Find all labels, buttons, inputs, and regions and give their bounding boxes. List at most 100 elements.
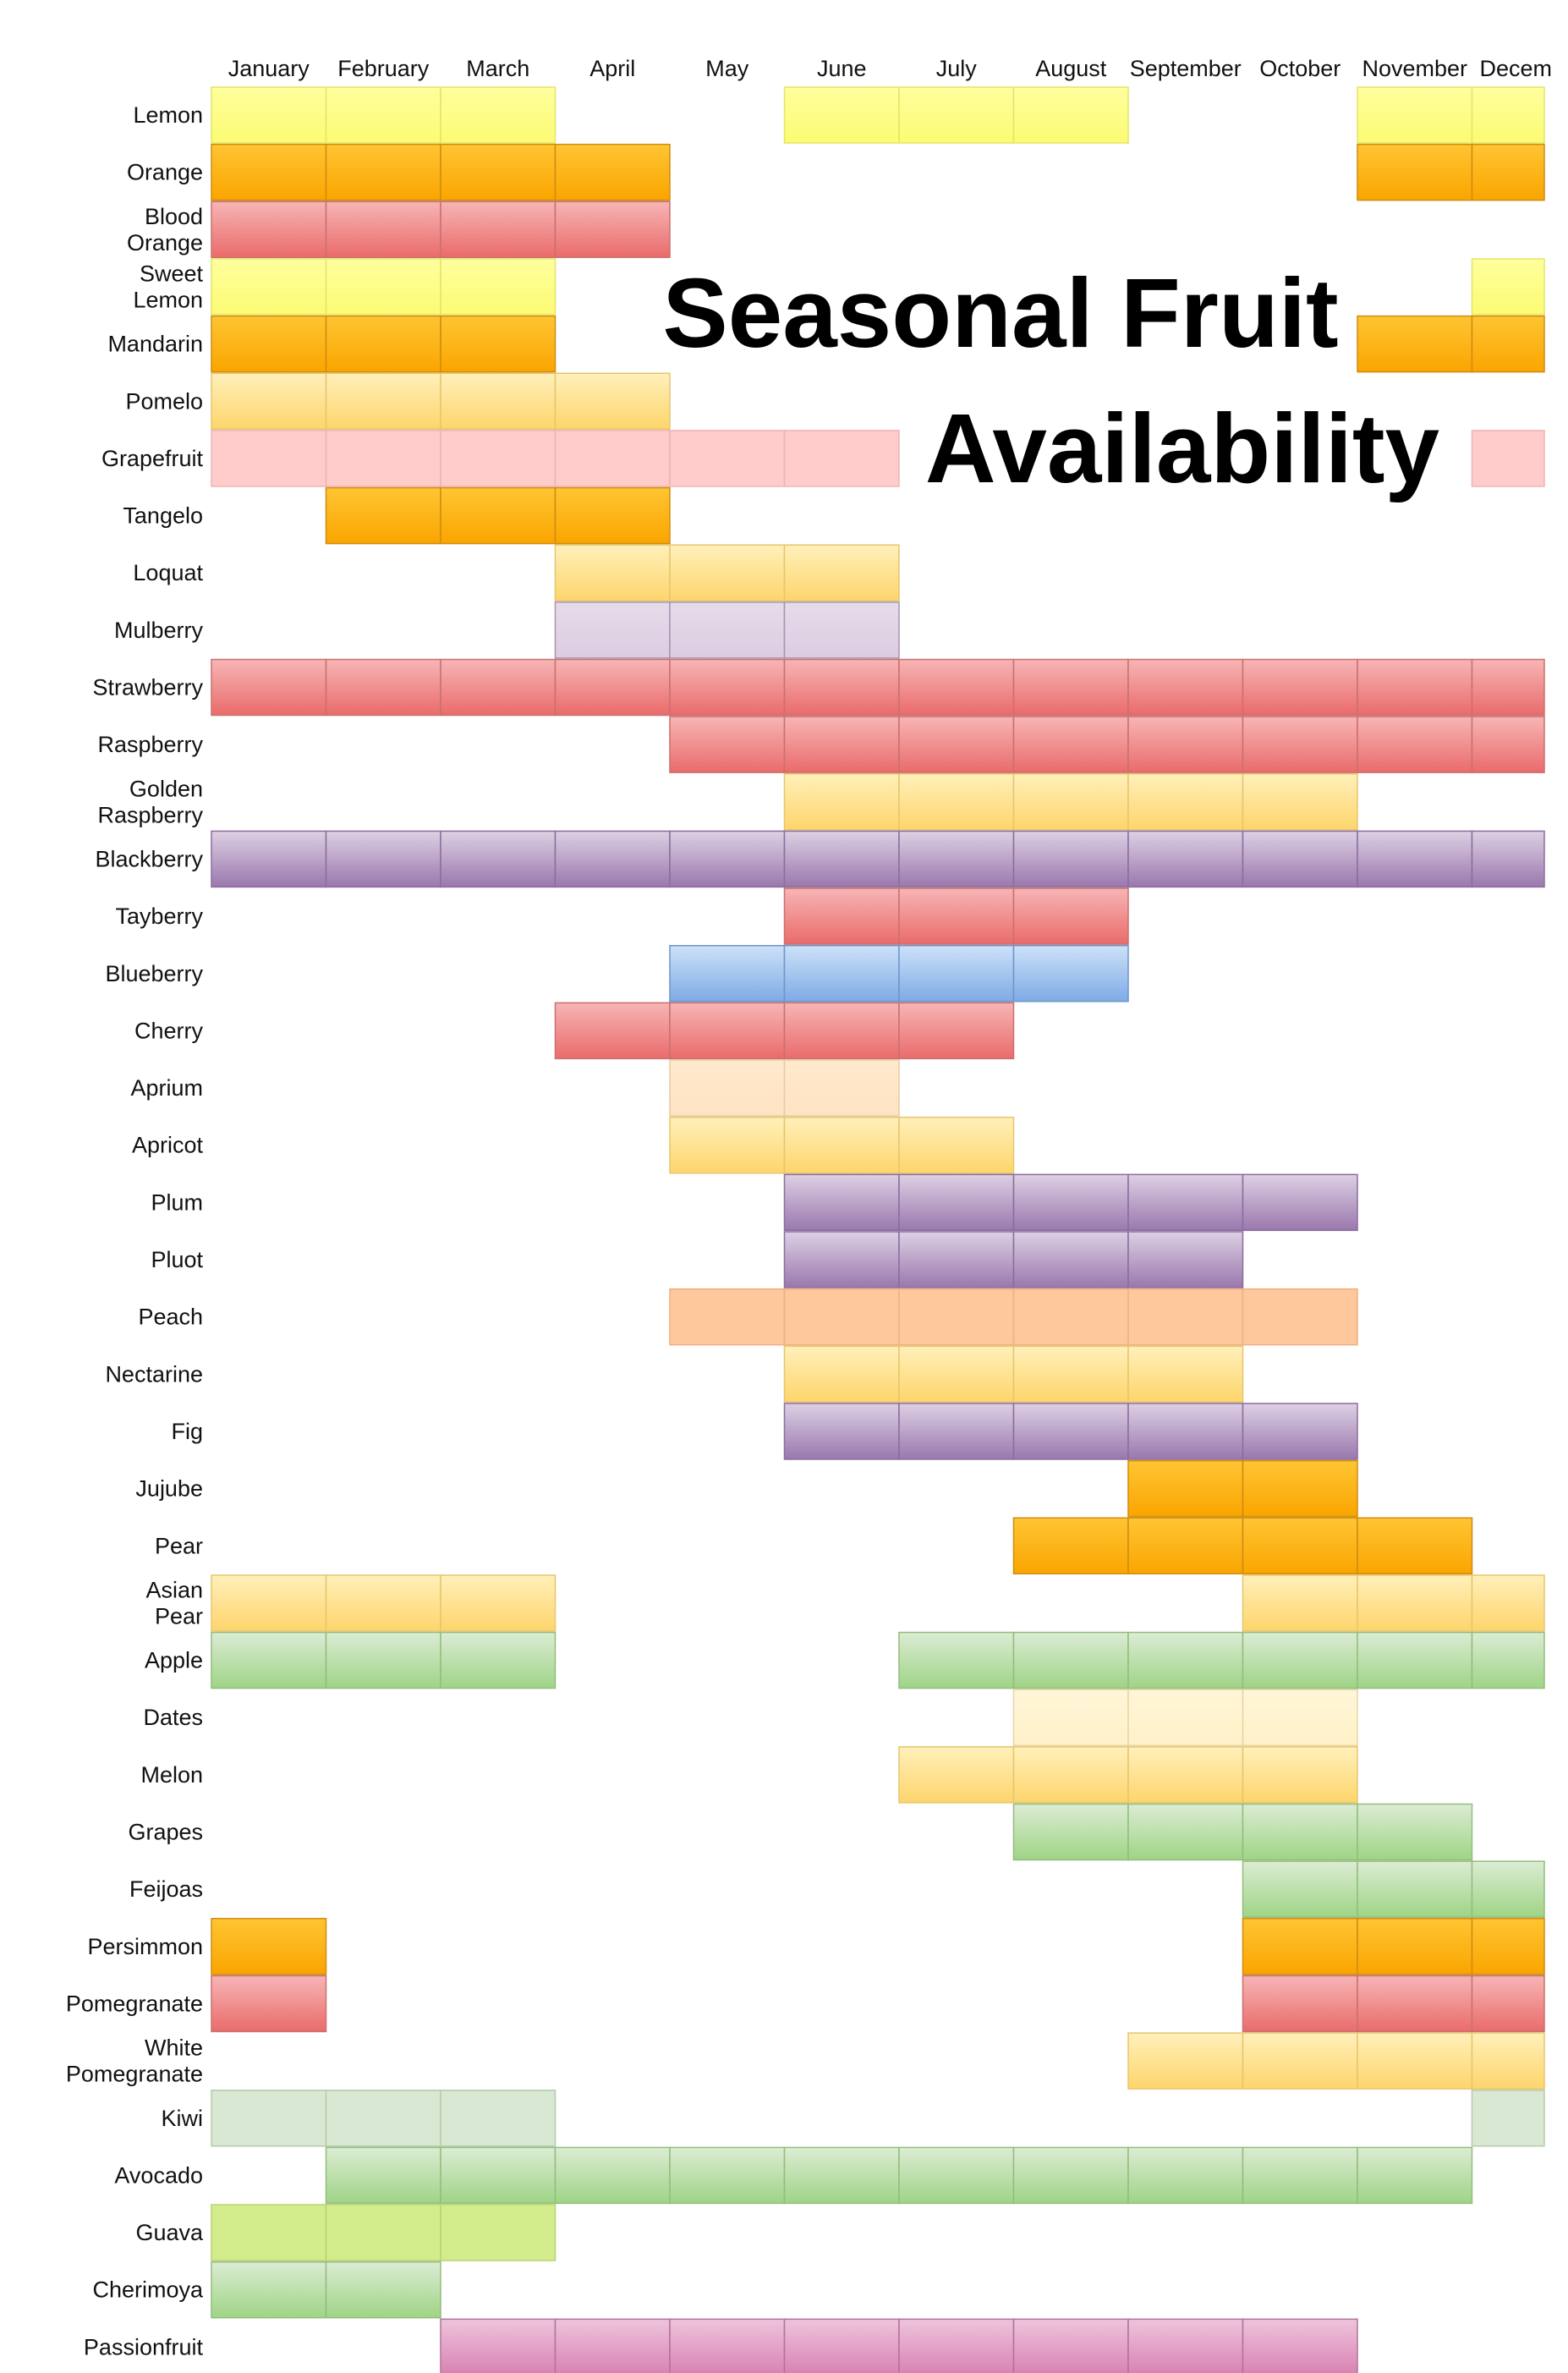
availability-cell xyxy=(1357,1803,1473,1861)
availability-cell xyxy=(783,1116,900,1174)
availability-cell xyxy=(783,1288,900,1346)
availability-cell xyxy=(1012,2318,1129,2373)
availability-cell xyxy=(554,830,671,888)
availability-cell xyxy=(783,773,900,831)
availability-cell xyxy=(1012,1689,1129,1746)
availability-cell xyxy=(211,315,327,373)
availability-cell xyxy=(440,315,556,373)
availability-cell xyxy=(898,1002,1015,1060)
availability-cell xyxy=(1127,1746,1244,1804)
availability-cell xyxy=(1127,773,1244,831)
availability-cell xyxy=(1242,1574,1358,1632)
availability-cell xyxy=(554,1002,671,1060)
availability-cell xyxy=(1012,86,1129,144)
availability-cell xyxy=(440,86,556,144)
availability-cell xyxy=(1357,315,1473,373)
availability-cell xyxy=(211,372,327,430)
availability-cell xyxy=(554,200,671,259)
availability-cell xyxy=(1357,658,1473,717)
availability-cell xyxy=(1242,773,1358,831)
fruit-label: Tayberry xyxy=(115,904,203,929)
availability-cell xyxy=(1242,2318,1358,2373)
availability-cell xyxy=(211,2090,327,2147)
availability-cell xyxy=(325,372,441,430)
fruit-label: Orange xyxy=(127,230,203,255)
fruit-label: Nectarine xyxy=(105,1361,203,1387)
fruit-label: Asian xyxy=(145,1577,203,1602)
availability-cell xyxy=(1242,1746,1358,1804)
availability-cell xyxy=(440,2318,556,2373)
availability-cell xyxy=(440,830,556,888)
availability-cell xyxy=(669,1002,786,1060)
availability-cell xyxy=(1127,2318,1244,2373)
availability-cell xyxy=(898,1403,1015,1460)
availability-cell xyxy=(1242,1517,1358,1574)
fruit-label: Mulberry xyxy=(114,618,204,643)
availability-cell xyxy=(325,2204,441,2261)
availability-cell xyxy=(1471,658,1545,717)
availability-cell xyxy=(898,1746,1015,1804)
fruit-label: Plum xyxy=(151,1189,203,1215)
availability-cell xyxy=(1357,1975,1473,2033)
availability-cell xyxy=(1127,1517,1244,1574)
availability-cell xyxy=(554,430,671,487)
availability-cell xyxy=(669,1059,786,1117)
fruit-label: Pomegranate xyxy=(66,1991,203,2017)
availability-cell xyxy=(325,430,441,487)
fruit-label: White xyxy=(145,2035,203,2061)
month-label: Decem xyxy=(1480,56,1553,81)
availability-cell xyxy=(898,945,1015,1002)
availability-cell xyxy=(554,544,671,601)
month-label: July xyxy=(936,56,978,81)
fruit-label: Lemon xyxy=(133,288,203,313)
availability-cell xyxy=(440,372,556,430)
availability-cell xyxy=(1242,1631,1358,1689)
availability-cell xyxy=(783,1345,900,1403)
availability-cell xyxy=(1357,2032,1473,2090)
month-label: November xyxy=(1362,56,1467,81)
fruit-label: Persimmon xyxy=(87,1934,203,1959)
availability-cell xyxy=(1471,1860,1545,1918)
availability-cell xyxy=(440,2204,556,2261)
availability-cell xyxy=(898,2318,1015,2373)
fruit-label: Kiwi xyxy=(161,2106,203,2131)
fruit-label: Sweet xyxy=(140,261,204,287)
availability-cell xyxy=(1012,1173,1129,1232)
availability-cell xyxy=(1012,945,1129,1002)
availability-cell xyxy=(783,2146,900,2205)
availability-cell xyxy=(1012,1746,1129,1804)
fruit-label: Dates xyxy=(143,1705,203,1730)
availability-cell xyxy=(1357,1517,1473,1574)
fruit-label: Blueberry xyxy=(105,961,203,986)
availability-cell xyxy=(440,200,556,259)
availability-cell xyxy=(1127,1803,1244,1861)
availability-cell xyxy=(325,2260,441,2319)
availability-cell xyxy=(1471,2032,1545,2090)
availability-cell xyxy=(554,2146,671,2205)
availability-cell xyxy=(554,658,671,717)
availability-cell xyxy=(1242,1975,1358,2033)
availability-cell xyxy=(325,658,441,717)
availability-cell xyxy=(1242,1403,1358,1460)
availability-cell xyxy=(554,601,671,659)
availability-cell xyxy=(898,1116,1015,1174)
availability-cell xyxy=(1242,1803,1358,1861)
availability-cell xyxy=(1127,1459,1244,1518)
availability-cell xyxy=(211,143,327,201)
availability-cell xyxy=(669,716,786,773)
fruit-label: Raspberry xyxy=(97,802,203,827)
fruit-labels: LemonOrangeBloodOrangeSweetLemonMandarin… xyxy=(66,102,204,2359)
availability-cell xyxy=(440,1631,556,1689)
availability-cell xyxy=(783,1403,900,1460)
availability-cell xyxy=(325,86,441,144)
availability-cell xyxy=(1471,716,1545,773)
availability-cell xyxy=(783,86,900,144)
month-label: January xyxy=(228,56,310,81)
availability-cell xyxy=(1242,1689,1358,1746)
availability-cell xyxy=(325,143,441,201)
fruit-label: Guava xyxy=(135,2220,204,2245)
availability-cell xyxy=(1012,773,1129,831)
availability-cell xyxy=(440,2090,556,2147)
availability-cell xyxy=(898,1345,1015,1403)
